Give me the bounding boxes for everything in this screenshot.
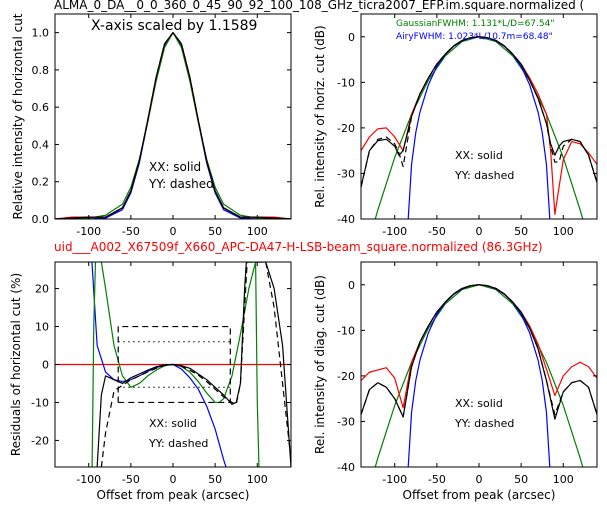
annotation-text: XX: solid	[455, 149, 503, 162]
y-tick-label: -10	[337, 324, 355, 337]
annotation-text: YY: dashed	[454, 417, 514, 430]
y-tick-label: -20	[337, 370, 355, 383]
y-tick-label: -10	[31, 396, 49, 409]
series-line-4	[361, 284, 597, 418]
y-tick-label: 0	[348, 279, 355, 292]
y-tick-label: 0.2	[32, 176, 50, 189]
legend-entry: GaussianFWHM: 1.131*L/D=67.54"	[396, 19, 554, 29]
annotation-text: XX: solid	[149, 160, 201, 174]
annotation-text: YY: dashed	[148, 437, 208, 450]
series-line-5	[117, 325, 231, 404]
x-tick-label: 50	[514, 225, 528, 238]
x-tick-label: 0	[170, 225, 177, 238]
figure-title-middle: uid___A002_X67509f_X660_APC-DA47-H-LSB-b…	[54, 240, 543, 254]
y-tick-label: 20	[35, 283, 49, 296]
y-tick-label: 0.8	[32, 64, 50, 77]
y-axis-label: Relative intensity of horizontal cut	[11, 13, 25, 219]
y-axis-label: Residuals of horizontal cut (%)	[9, 273, 23, 456]
subplot-p1: -100 -50 0 50 100 0.0 0.2 0.4 0.6 0.8 1.0 Relative …	[11, 13, 292, 238]
series-group	[55, 262, 291, 467]
annotation-text: X-axis scaled by 1.1589	[91, 18, 257, 34]
x-tick-label: 100	[553, 473, 574, 486]
x-tick-label: -50	[428, 225, 446, 238]
y-tick-label: 10	[35, 321, 49, 334]
y-tick-label: -40	[337, 213, 355, 226]
y-tick-label: -30	[337, 167, 355, 180]
series-group	[361, 284, 597, 467]
y-tick-label: 0	[42, 359, 49, 372]
y-tick-label: 0	[348, 31, 355, 44]
x-tick-label: -100	[76, 473, 101, 486]
figure-title-top: ALMA_0_DA__0_0_360_0_45_90_92_100_108_GH…	[54, 0, 584, 12]
y-tick-label: 1.0	[32, 27, 50, 40]
x-axis-label: Offset from peak (arcsec)	[97, 488, 250, 502]
x-tick-label: 50	[208, 473, 222, 486]
y-tick-label: 0.4	[32, 138, 50, 151]
x-tick-label: -50	[122, 473, 140, 486]
annotation-text: XX: solid	[455, 397, 503, 410]
series-group	[361, 36, 597, 219]
x-tick-label: 50	[514, 473, 528, 486]
x-tick-label: 100	[247, 225, 268, 238]
annotation-text: YY: dashed	[148, 177, 214, 191]
y-tick-label: 0.0	[32, 213, 50, 226]
x-tick-label: 0	[476, 225, 483, 238]
annotation-text: XX: solid	[149, 417, 197, 430]
x-tick-label: 100	[247, 473, 268, 486]
x-tick-label: -50	[122, 225, 140, 238]
y-tick-label: -20	[31, 434, 49, 447]
x-tick-label: 100	[553, 225, 574, 238]
x-tick-label: -100	[382, 225, 407, 238]
x-tick-label: 0	[170, 473, 177, 486]
annotation-text: YY: dashed	[454, 169, 514, 182]
y-tick-label: -40	[337, 461, 355, 474]
y-tick-label: -20	[337, 122, 355, 135]
x-tick-label: -50	[428, 473, 446, 486]
x-tick-label: 50	[208, 225, 222, 238]
series-group	[55, 32, 291, 219]
y-tick-label: -30	[337, 415, 355, 428]
legend-entry: AiryFWHM: 1.023*L/10.7m=68.48"	[396, 32, 553, 42]
x-tick-label: 0	[476, 473, 483, 486]
x-tick-label: -100	[382, 473, 407, 486]
plots-group: -100 -50 0 50 1000.00.20.40.60.81.0Relative …	[9, 13, 598, 502]
subplot-p4: -100 -50 0 50 100 0 -10 -20 -30 -40 Rel. intensity…	[313, 261, 598, 502]
series-line-4	[100, 262, 291, 467]
series-line-4	[55, 32, 291, 219]
y-axis-label: Rel. intensity of diag. cut (dB)	[313, 275, 327, 454]
series-line-3	[96, 262, 291, 467]
y-tick-label: 0.6	[32, 101, 50, 114]
series-line-4	[361, 36, 597, 188]
y-tick-label: -10	[337, 76, 355, 89]
y-axis-label: Rel. intensity of horiz. cut (dB)	[313, 25, 327, 207]
x-axis-label: Offset from peak (arcsec)	[403, 488, 556, 502]
subplot-p2: -100 -50 0 50 100 0 -10 -20 -30 -40 Rel. intensity…	[313, 13, 598, 238]
x-tick-label: -100	[76, 225, 101, 238]
